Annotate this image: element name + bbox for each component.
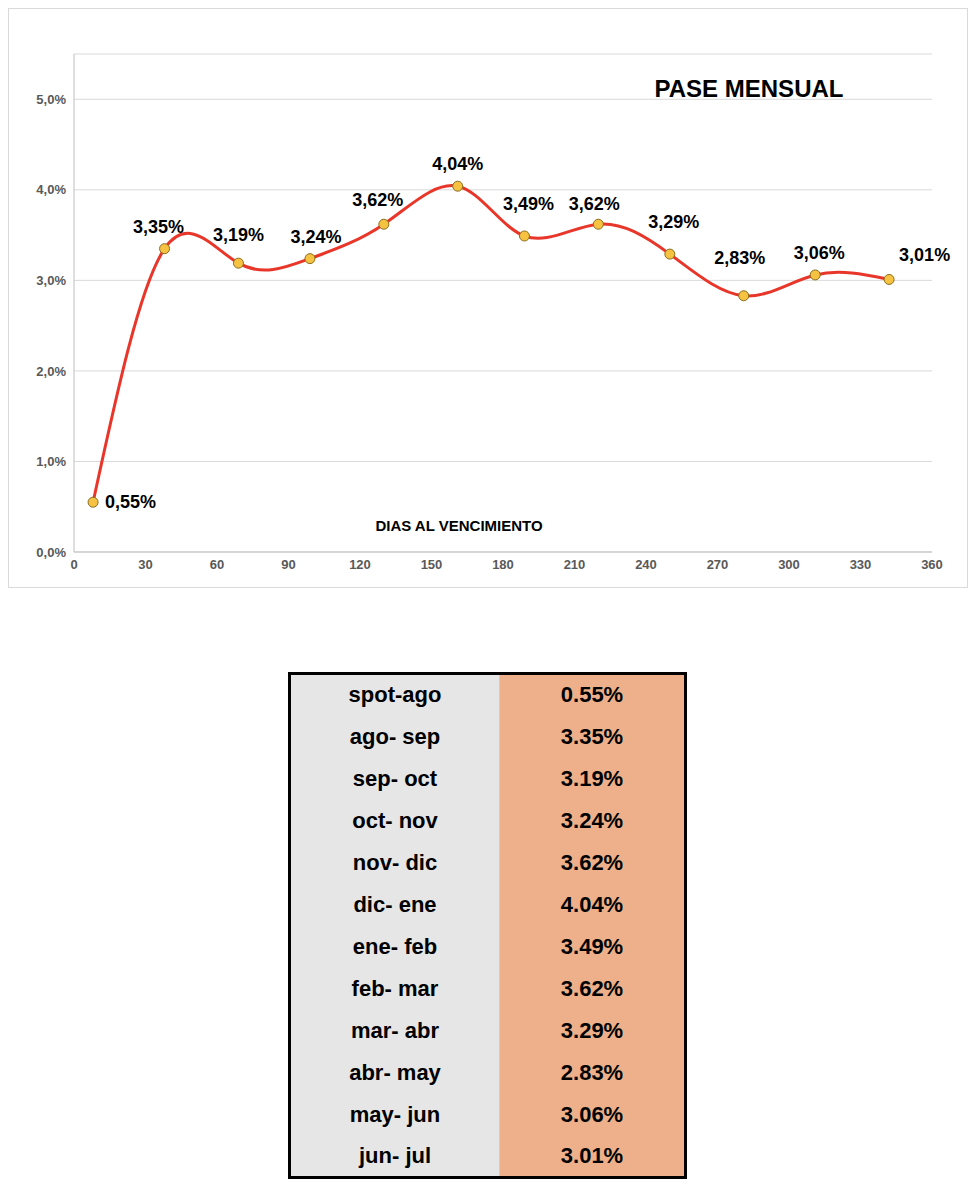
html-text:3.06%: 3.06% [560,1101,624,1127]
svg-text:330: 330 [850,557,872,572]
html-text:0.55%: 0.55% [560,682,624,708]
svg-text:3,19%: 3,19% [213,225,264,245]
svg-text:150: 150 [421,557,443,572]
html-text:3.19%: 3.19% [560,765,624,791]
html-text:3.49%: 3.49% [560,933,624,959]
svg-text:3,24%: 3,24% [290,227,341,247]
html-text:ene- feb: ene- feb [352,933,438,959]
html-text:oct- nov: oct- nov [352,807,438,833]
html-text:3.62%: 3.62% [560,849,624,875]
svg-text:2,0%: 2,0% [36,364,66,379]
html-text:2.83%: 2.83% [560,1059,624,1085]
svg-text:0,0%: 0,0% [36,545,66,560]
svg-text:0,55%: 0,55% [105,492,156,512]
svg-text:30: 30 [138,557,152,572]
svg-text:60: 60 [210,557,224,572]
html-text:abr- may: abr- may [349,1059,441,1085]
svg-text:3,35%: 3,35% [133,217,184,237]
svg-text:180: 180 [492,557,514,572]
svg-text:3,0%: 3,0% [36,273,66,288]
svg-text:270: 270 [707,557,729,572]
svg-text:5,0%: 5,0% [36,92,66,107]
html-text:dic- ene: dic- ene [353,891,437,917]
html-text:may- jun: may- jun [349,1101,441,1127]
html-text:3.01%: 3.01% [560,1142,624,1168]
svg-text:2,83%: 2,83% [714,248,765,268]
svg-text:1,0%: 1,0% [36,454,66,469]
svg-text:90: 90 [281,557,295,572]
svg-text:3,62%: 3,62% [569,194,620,214]
svg-text:3,06%: 3,06% [794,243,845,263]
html-text:mar- abr: mar- abr [351,1017,439,1043]
html-text:PASE MENSUAL: PASE MENSUAL [654,75,844,102]
html-text:feb- mar: feb- mar [351,975,439,1001]
html-text:3.62%: 3.62% [560,975,624,1001]
html-text:4.04%: 4.04% [560,891,624,917]
svg-text:3,01%: 3,01% [899,245,950,265]
svg-text:3,29%: 3,29% [648,212,699,232]
svg-text:360: 360 [921,557,943,572]
html-text:nov- dic: nov- dic [352,849,438,875]
html-text:3.35%: 3.35% [560,723,624,749]
svg-text:210: 210 [564,557,586,572]
svg-text:300: 300 [778,557,800,572]
svg-text:3,62%: 3,62% [352,190,403,210]
html-text:3.24%: 3.24% [560,807,624,833]
svg-text:120: 120 [349,557,371,572]
html-text:spot-ago: spot-ago [348,682,442,708]
svg-text:4,04%: 4,04% [432,154,483,174]
html-text:jun- jul: jun- jul [359,1142,431,1168]
html-text:3.29%: 3.29% [560,1017,624,1043]
svg-text:3,49%: 3,49% [503,194,554,214]
svg-text:0: 0 [70,557,77,572]
html-text:sep- oct: sep- oct [352,765,438,791]
svg-text:240: 240 [635,557,657,572]
svg-text:4,0%: 4,0% [36,182,66,197]
html-text:DIAS AL VENCIMIENTO: DIAS AL VENCIMIENTO [375,517,543,534]
html-text:ago- sep: ago- sep [349,723,441,749]
